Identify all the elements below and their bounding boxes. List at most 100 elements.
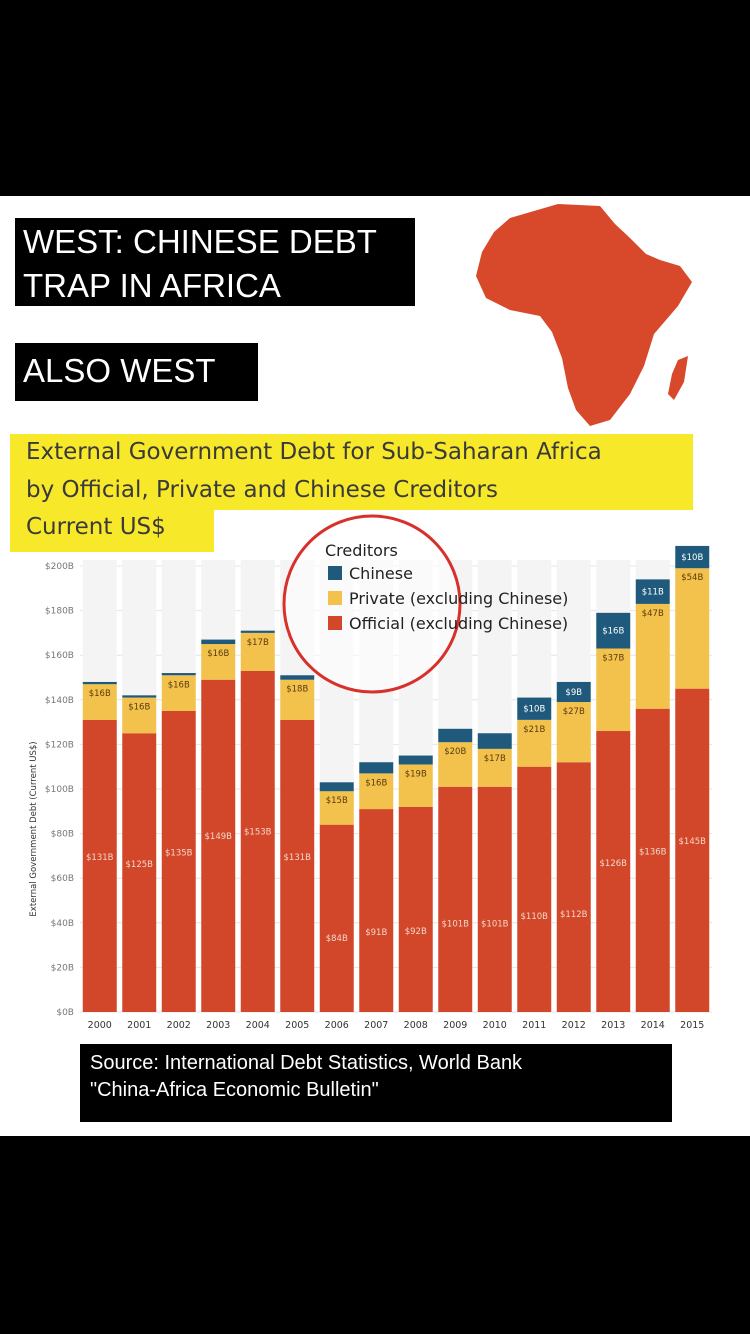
legend-swatch	[328, 566, 342, 580]
bar-private	[398, 764, 433, 807]
legend-label: Private (excluding Chinese)	[349, 589, 568, 608]
debt-chart: $0B $20B $40B $60B $80B $100B $120B $140B $160B $…	[29, 514, 712, 1031]
data-label: $16B	[207, 649, 229, 659]
bar-chinese	[280, 675, 315, 680]
x-tick-label: 2012	[562, 1020, 586, 1031]
data-label: $92B	[405, 927, 427, 937]
bar-official	[201, 679, 236, 1012]
data-label: $16B	[365, 778, 387, 788]
data-label: $84B	[326, 934, 348, 944]
bar-official	[240, 670, 275, 1012]
y-tick-label: $160B	[45, 651, 74, 661]
bar-chinese	[122, 695, 157, 698]
x-tick-label: 2004	[246, 1020, 270, 1031]
x-tick-label: 2001	[127, 1020, 151, 1031]
x-tick-label: 2015	[680, 1020, 704, 1031]
bar-chinese	[675, 545, 710, 569]
x-tick-label: 2007	[364, 1020, 388, 1031]
bar-chinese	[517, 697, 552, 720]
x-tick-label: 2013	[601, 1020, 625, 1031]
bar-chinese	[240, 630, 275, 633]
y-tick-label: $80B	[51, 830, 74, 840]
source-box: Source: International Debt Statistics, W…	[80, 1044, 672, 1122]
legend-label: Official (excluding Chinese)	[349, 614, 568, 633]
y-tick-label: $180B	[45, 607, 74, 617]
bar-official	[675, 688, 710, 1012]
bar-private	[438, 742, 473, 787]
data-label: $135B	[165, 848, 193, 858]
data-label: $110B	[521, 912, 549, 922]
source-line-1: Source: International Debt Statistics, W…	[90, 1052, 523, 1074]
data-label: $21B	[523, 725, 545, 735]
x-tick-label: 2002	[167, 1020, 191, 1031]
data-label: $10B	[523, 705, 545, 715]
data-label: $18B	[286, 685, 308, 695]
bar-official	[122, 733, 157, 1012]
data-label: $126B	[600, 859, 628, 869]
data-label: $15B	[326, 796, 348, 806]
x-tick-label: 2008	[404, 1020, 428, 1031]
legend-swatch	[328, 616, 342, 630]
x-tick-label: 2003	[206, 1020, 230, 1031]
bar-private	[161, 675, 196, 711]
data-label: $16B	[168, 680, 190, 690]
bar-private	[82, 684, 117, 720]
bar-official	[477, 786, 512, 1012]
data-label: $20B	[444, 747, 466, 757]
bar-official	[161, 710, 196, 1012]
x-tick-label: 2006	[325, 1020, 349, 1031]
bar-official	[596, 731, 631, 1012]
chart-title-line-2: by Official, Private and Chinese Credito…	[26, 477, 498, 503]
bar-chinese	[201, 639, 236, 645]
bar-official	[319, 824, 354, 1012]
bar-chinese	[359, 762, 394, 774]
y-tick-label: $140B	[45, 696, 74, 706]
bar-official	[398, 806, 433, 1012]
y-tick-label: $100B	[45, 785, 74, 795]
data-label: $112B	[560, 910, 588, 920]
data-label: $54B	[681, 573, 703, 583]
x-tick-label: 2000	[88, 1020, 112, 1031]
x-tick-label: 2011	[522, 1020, 546, 1031]
data-label: $101B	[481, 919, 509, 929]
bar-official	[635, 708, 670, 1012]
bar-official	[359, 809, 394, 1012]
bar-private	[280, 679, 315, 720]
y-tick-label: $120B	[45, 740, 74, 750]
bar-private	[635, 603, 670, 709]
bar-chinese	[82, 681, 117, 685]
x-tick-label: 2009	[443, 1020, 467, 1031]
bar-private	[319, 791, 354, 825]
bar-private	[359, 773, 394, 810]
source-line-2: "China-Africa Economic Bulletin"	[90, 1079, 379, 1101]
y-axis-label: External Government Debt (Current US$)	[29, 741, 39, 916]
bar-private	[675, 568, 710, 689]
y-tick-label: $40B	[51, 919, 74, 929]
data-label: $16B	[602, 627, 624, 637]
x-tick-label: 2005	[285, 1020, 309, 1031]
bar-official	[82, 719, 117, 1012]
legend-swatch	[328, 591, 342, 605]
data-label: $11B	[642, 588, 664, 598]
bar-official	[280, 719, 315, 1012]
data-label: $131B	[284, 853, 312, 863]
y-tick-label: $0B	[56, 1008, 74, 1018]
y-tick-label: $200B	[45, 562, 74, 572]
bar-private	[240, 632, 275, 671]
chart-subtitle: Current US$	[26, 514, 166, 540]
data-label: $17B	[247, 638, 269, 648]
x-tick-label: 2014	[641, 1020, 665, 1031]
madagascar	[668, 356, 688, 400]
caption-also-west: ALSO WEST	[15, 343, 258, 401]
data-label: $16B	[89, 689, 111, 699]
title-highlight-2	[10, 506, 214, 552]
bar-private	[517, 719, 552, 767]
data-label: $125B	[126, 860, 154, 870]
caption-west: WEST: CHINESE DEBT TRAP IN AFRICA	[15, 218, 415, 306]
data-label: $91B	[365, 928, 387, 938]
data-label: $136B	[639, 847, 667, 857]
bar-chinese	[398, 755, 433, 765]
bar-official	[517, 766, 552, 1012]
data-label: $9B	[565, 688, 582, 698]
data-label: $101B	[442, 919, 470, 929]
